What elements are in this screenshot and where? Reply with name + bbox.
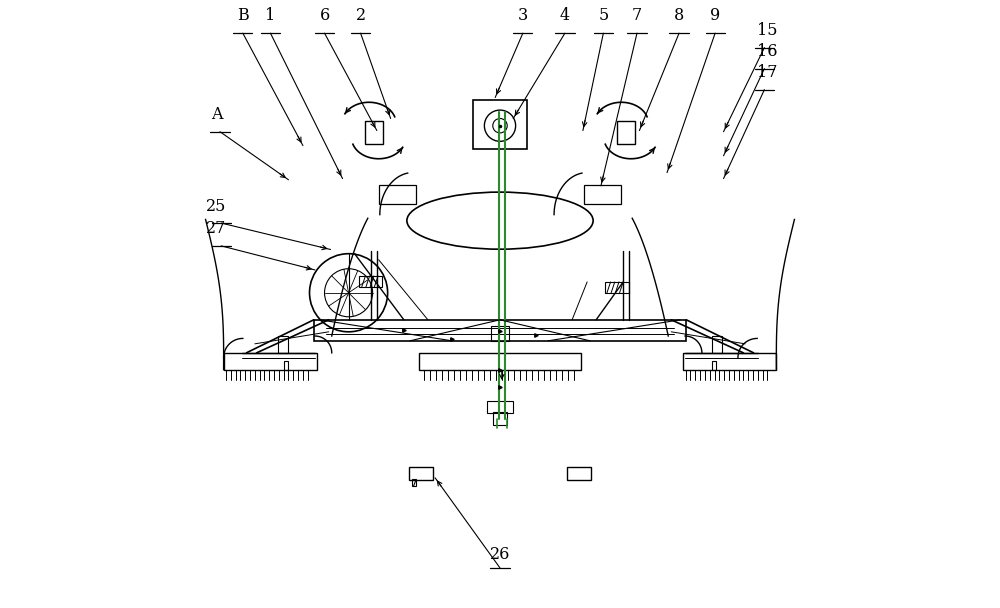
- Text: 2: 2: [356, 7, 366, 24]
- Text: 16: 16: [757, 43, 777, 60]
- Bar: [712, 361, 716, 370]
- Bar: [314, 320, 686, 341]
- Bar: [491, 326, 509, 341]
- Bar: [617, 121, 635, 143]
- Bar: [473, 100, 527, 148]
- Bar: [567, 467, 591, 480]
- Bar: [412, 479, 416, 486]
- Text: 4: 4: [560, 7, 570, 24]
- Bar: [419, 353, 581, 370]
- Bar: [365, 121, 383, 143]
- Bar: [683, 353, 776, 370]
- Text: 6: 6: [319, 7, 330, 24]
- Text: 25: 25: [206, 198, 227, 215]
- Bar: [359, 276, 382, 287]
- Text: 5: 5: [598, 7, 608, 24]
- Bar: [493, 412, 507, 425]
- Bar: [487, 401, 513, 413]
- Bar: [224, 353, 317, 370]
- Bar: [409, 467, 433, 480]
- Bar: [584, 185, 621, 204]
- Text: 8: 8: [674, 7, 684, 24]
- Text: 26: 26: [490, 546, 510, 563]
- Text: A: A: [211, 106, 222, 123]
- Text: 1: 1: [265, 7, 276, 24]
- Text: 27: 27: [206, 221, 227, 238]
- Text: 17: 17: [757, 64, 777, 81]
- Text: 7: 7: [632, 7, 642, 24]
- Text: 3: 3: [518, 7, 528, 24]
- Text: B: B: [237, 7, 249, 24]
- Bar: [379, 185, 416, 204]
- Text: 15: 15: [757, 22, 777, 39]
- Bar: [712, 336, 722, 353]
- Bar: [278, 336, 288, 353]
- Bar: [605, 282, 629, 293]
- Bar: [284, 361, 288, 370]
- Text: 9: 9: [710, 7, 720, 24]
